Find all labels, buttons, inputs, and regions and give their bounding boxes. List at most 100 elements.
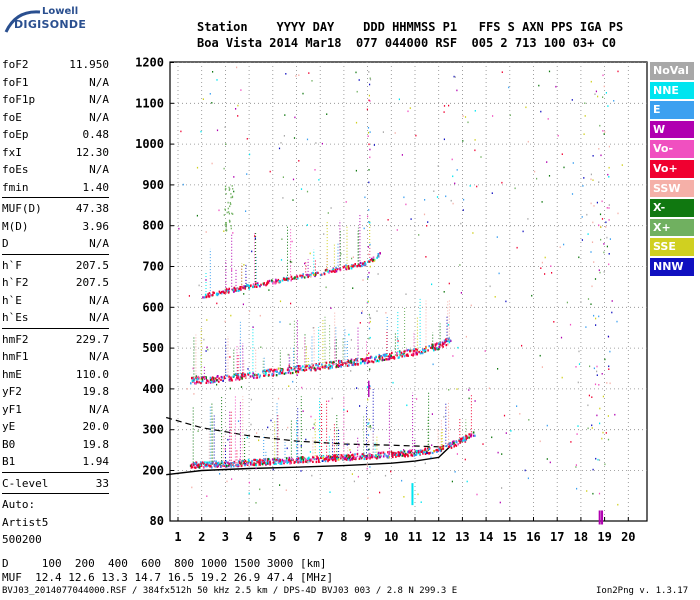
echo-point (214, 464, 216, 467)
echo-point (413, 454, 416, 457)
echo-point (282, 460, 284, 463)
echo-point (309, 368, 312, 371)
echo-point (398, 454, 400, 458)
y-tick-label: 200 (142, 464, 164, 478)
x-tick-label: 3 (222, 530, 229, 544)
echo-point (253, 462, 255, 465)
echo-point (378, 355, 381, 358)
echo-point (388, 358, 391, 361)
x-tick-label: 14 (479, 530, 493, 544)
echo-point (349, 361, 351, 364)
param-row: h`F2 207.5 (2, 274, 109, 292)
echo-point (393, 357, 396, 360)
echo-point (455, 444, 458, 447)
echo-point (426, 452, 428, 455)
echo-point (315, 364, 317, 367)
echo-point (382, 354, 385, 357)
echo-point (379, 456, 381, 459)
echo-point (257, 373, 260, 376)
echo-point (414, 450, 416, 453)
echo-point (399, 453, 401, 456)
echo-point (308, 365, 311, 368)
echo-point (225, 464, 227, 467)
echo-point (269, 368, 271, 371)
echo-point (466, 436, 469, 439)
echo-point (367, 456, 369, 459)
echo-point (278, 371, 281, 375)
echo-point (322, 456, 324, 460)
echo-point (300, 366, 302, 369)
param-value: N/A (89, 237, 109, 250)
echo-point (428, 345, 430, 348)
echo-point (291, 371, 294, 375)
echo-point (211, 378, 213, 382)
param-row: foF1 N/A (2, 74, 109, 92)
echo-point (433, 349, 435, 352)
param-row: D N/A (2, 235, 109, 253)
param-name: foF2 (2, 58, 29, 71)
echo-point (198, 381, 200, 384)
param-value: 19.8 (82, 437, 110, 451)
echo-point (278, 460, 280, 463)
echo-point (297, 371, 300, 374)
echo-point (301, 456, 304, 459)
echo-point (345, 455, 348, 458)
echo-point (238, 462, 241, 465)
echo-point (255, 376, 258, 379)
echo-point (415, 348, 417, 351)
echo-point (232, 375, 234, 378)
echo-point (392, 451, 395, 454)
echo-point (368, 360, 371, 363)
x-tick-label: 9 (364, 530, 371, 544)
echo-point (212, 381, 214, 384)
echo-point (295, 370, 297, 373)
echo-point (419, 449, 422, 452)
echo-point (190, 464, 193, 467)
echo-point (313, 458, 316, 461)
x-tick-label: 19 (597, 530, 611, 544)
echo-point (237, 465, 239, 468)
echo-point (350, 361, 353, 364)
echo-point (298, 457, 301, 460)
echo-point (315, 460, 318, 464)
echo-point (405, 353, 408, 357)
echo-point (470, 433, 473, 436)
echo-point (434, 348, 437, 351)
echo-point (278, 459, 280, 462)
echo-point (275, 462, 277, 465)
echo-point (299, 365, 302, 368)
echo-point (251, 463, 254, 466)
echo-point (364, 455, 367, 458)
echo-point (449, 442, 452, 445)
echo-point (290, 461, 292, 465)
echo-point (375, 455, 377, 458)
echo-point (375, 355, 377, 358)
echo-point (360, 457, 363, 460)
echo-point (434, 344, 437, 347)
echo-point (468, 433, 470, 436)
echo-point (229, 462, 232, 465)
echo-point (257, 464, 260, 467)
echo-point (354, 453, 356, 456)
echo-point (210, 377, 213, 380)
echo-point (305, 365, 307, 368)
echo-point (273, 462, 275, 465)
echo-point (263, 461, 265, 464)
y-tick-label: 400 (142, 382, 164, 396)
echo-point (418, 351, 420, 354)
echo-point (431, 347, 434, 350)
echo-point (208, 461, 210, 464)
echo-point (393, 355, 395, 358)
param-value: 1.40 (82, 180, 110, 194)
echo-point (247, 373, 250, 376)
echo-point (383, 453, 386, 456)
echo-point (319, 456, 322, 459)
echo-point (369, 454, 372, 457)
echo-point (332, 363, 334, 366)
echo-point (246, 462, 248, 465)
echo-point (327, 367, 330, 370)
echo-point (308, 456, 310, 459)
echo-point (341, 456, 343, 459)
echo-point (255, 464, 257, 467)
echo-point (286, 368, 289, 371)
